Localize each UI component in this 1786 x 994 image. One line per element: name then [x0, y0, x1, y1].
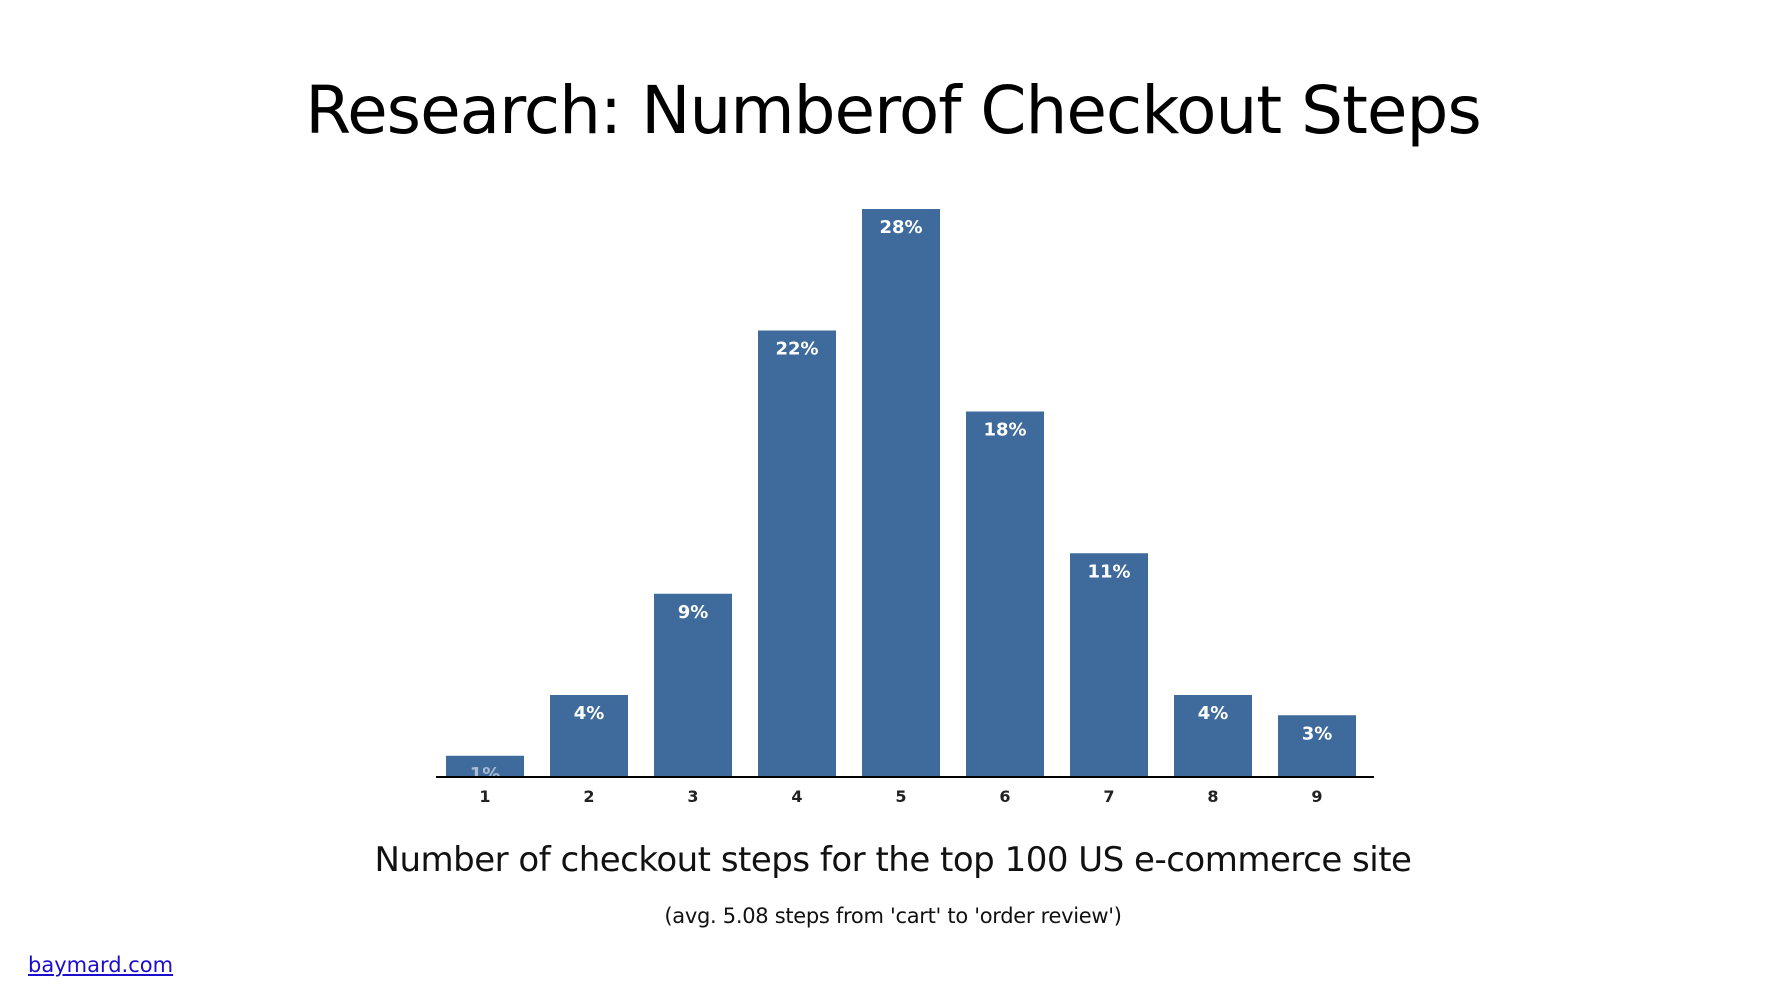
slide-title: Research: Numberof Checkout Steps: [305, 72, 1482, 149]
data-label-5: 28%: [879, 217, 922, 238]
data-label-6: 18%: [983, 420, 1026, 441]
chart-caption: Number of checkout steps for the top 100…: [374, 840, 1412, 880]
bar-1: [446, 755, 524, 776]
x-tick-label-6: 6: [999, 787, 1010, 806]
bar-7: [1070, 553, 1148, 776]
chart-subcaption: (avg. 5.08 steps from 'cart' to 'order r…: [664, 904, 1122, 928]
bar-6: [966, 411, 1044, 776]
x-tick-label-7: 7: [1103, 787, 1114, 806]
x-tick-label-4: 4: [791, 787, 802, 806]
x-tick-label-9: 9: [1311, 787, 1322, 806]
x-tick-label-3: 3: [687, 787, 698, 806]
x-tick-label-5: 5: [895, 787, 906, 806]
data-label-9: 3%: [1302, 723, 1333, 744]
bar-2: [550, 695, 628, 776]
bars-group: [446, 209, 1356, 776]
data-label-7: 11%: [1087, 561, 1130, 582]
data-label-8: 4%: [1198, 703, 1229, 724]
bar-4: [758, 330, 836, 776]
x-tick-label-2: 2: [583, 787, 594, 806]
bar-8: [1174, 695, 1252, 776]
data-label-2: 4%: [574, 703, 605, 724]
x-tick-label-1: 1: [479, 787, 490, 806]
data-label-1: 1%: [470, 764, 501, 785]
x-tick-labels-group: 1 2 3 4 5 6 7 8 9: [479, 787, 1322, 806]
source-link[interactable]: baymard.com: [28, 953, 174, 977]
bar-3: [654, 593, 732, 776]
bar-chart: 1% 4% 9% 22% 28% 18% 11% 4% 3% 1 2 3 4 5 6 7 8 9: [436, 209, 1374, 806]
x-tick-label-8: 8: [1207, 787, 1218, 806]
data-label-4: 22%: [775, 339, 818, 360]
bar-5: [862, 209, 940, 776]
data-labels-group: 1% 4% 9% 22% 28% 18% 11% 4% 3%: [470, 217, 1333, 785]
bar-9: [1278, 715, 1356, 776]
data-label-3: 9%: [678, 602, 709, 623]
